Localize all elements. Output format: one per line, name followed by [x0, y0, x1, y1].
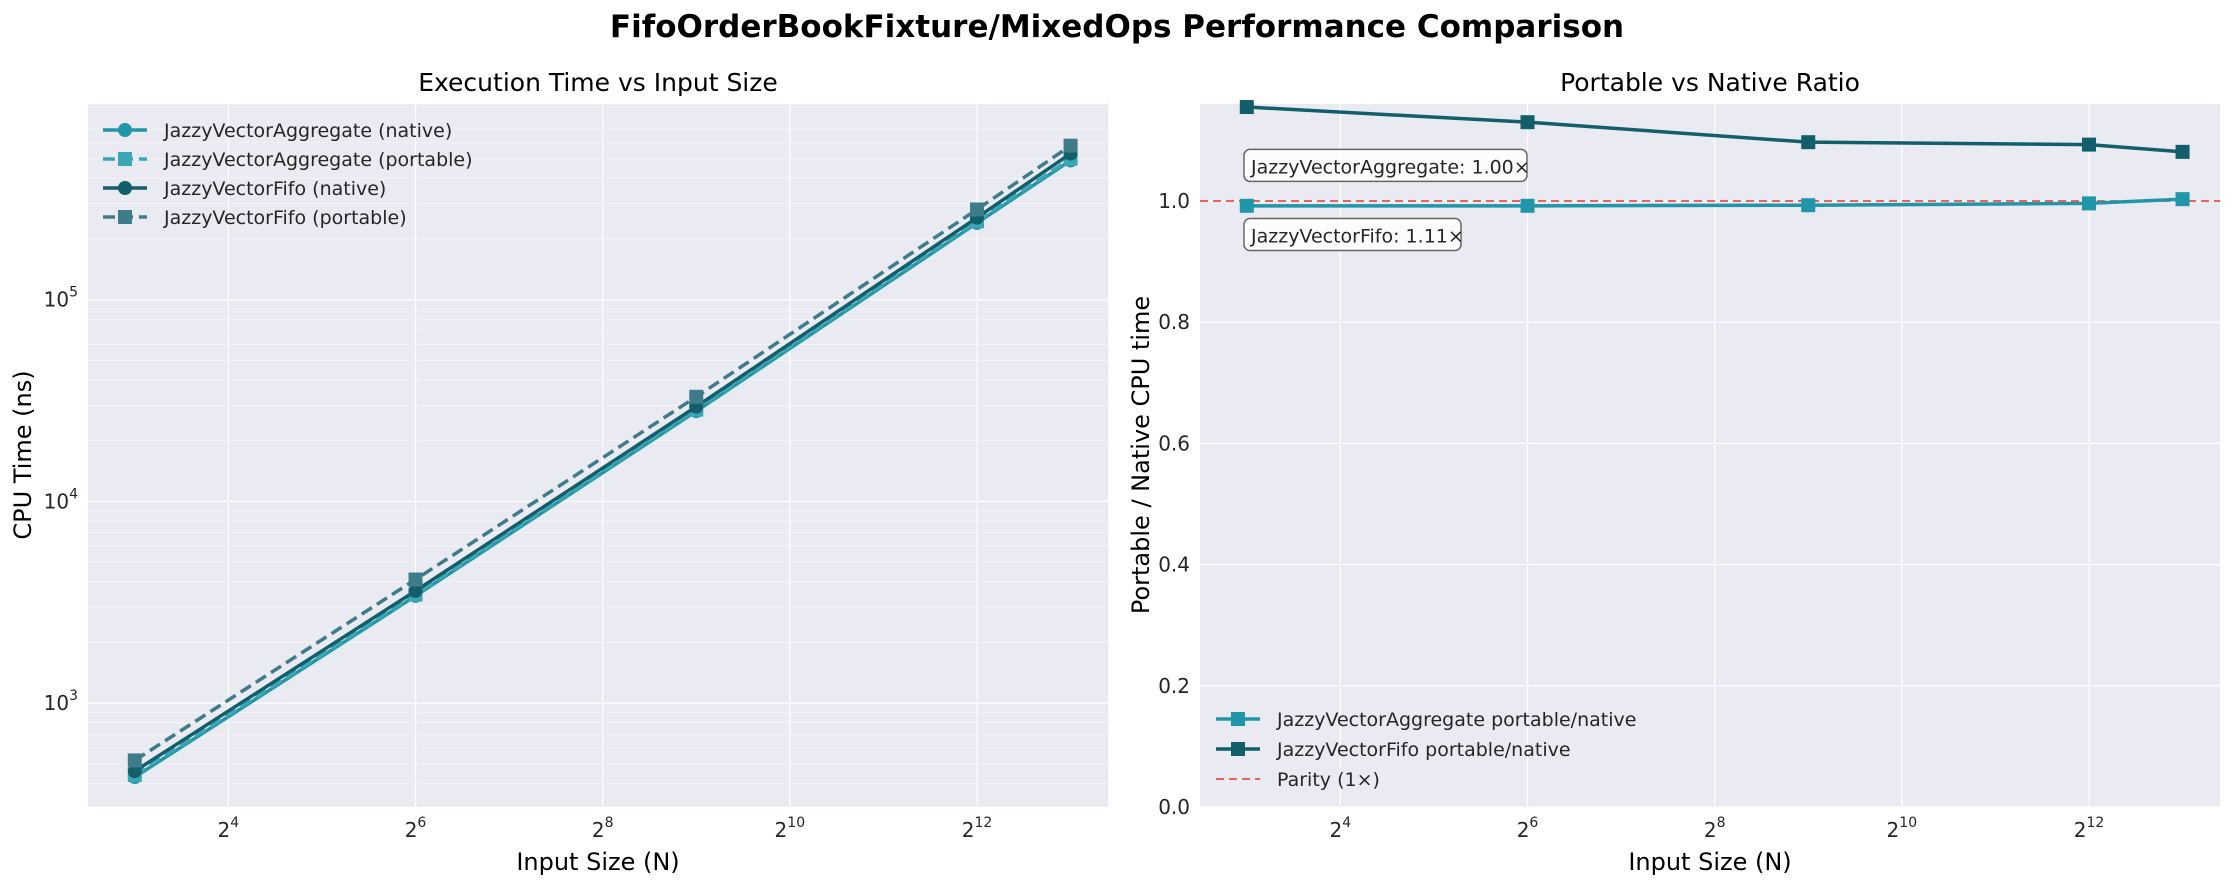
data-point-right-0	[2175, 192, 2190, 207]
data-point-left-2	[408, 583, 423, 598]
y-tick-label: 0.8	[1158, 310, 1190, 334]
data-point-right-0	[1801, 198, 1816, 213]
legend-label: JazzyVectorAggregate (portable)	[163, 149, 473, 171]
legend-marker	[118, 152, 132, 166]
series-right	[1200, 100, 2220, 213]
y-tick-label: 105	[44, 285, 78, 312]
x-tick-label: 28	[1704, 815, 1726, 842]
annotation-box	[1243, 148, 1528, 183]
data-point-left-3	[408, 572, 423, 587]
y-tick-label: 0.2	[1158, 674, 1190, 698]
data-point-right-0	[1239, 198, 1254, 213]
legend-label: JazzyVectorFifo portable/native	[1276, 739, 1571, 761]
plot-area-right	[1200, 104, 2220, 807]
chart-title-right: Portable vs Native Ratio	[1560, 68, 1860, 97]
data-point-right-1	[1520, 115, 1535, 130]
legend-marker	[118, 210, 132, 224]
data-point-left-3	[969, 202, 984, 217]
legend-label: JazzyVectorFifo (native)	[163, 178, 386, 200]
data-point-right-0	[1520, 198, 1535, 213]
data-point-right-1	[1239, 100, 1254, 115]
x-tick-label: 212	[2074, 815, 2105, 842]
x-tick-label: 210	[1887, 815, 1918, 842]
annotation-text: JazzyVectorFifo: 1.11×	[1250, 226, 1464, 248]
data-point-left-3	[1063, 138, 1078, 153]
legend-marker	[1231, 712, 1245, 726]
x-tick-label: 212	[962, 815, 993, 842]
y-tick-label: 0.0	[1158, 795, 1190, 819]
ticks-right: 0.0 0.2 0.4 0.6 0.8 1.0 24 26 28 210 212	[1158, 189, 2104, 842]
legend-label: JazzyVectorAggregate (native)	[163, 120, 452, 142]
data-point-left-2	[127, 764, 142, 779]
y-tick-label: 0.4	[1158, 553, 1190, 577]
legend-label: Parity (1×)	[1277, 769, 1380, 791]
legend-label: JazzyVectorAggregate portable/native	[1276, 709, 1636, 731]
y-tick-label: 104	[44, 486, 78, 513]
x-tick-label: 26	[1517, 815, 1539, 842]
execution-time-chart: 103 104 105 24 26 28 210 212 JazzyVectorAggrega…	[9, 68, 1108, 876]
data-point-right-0	[2081, 196, 2096, 211]
y-axis-label-right: Portable / Native CPU time	[1127, 296, 1155, 614]
y-tick-label: 1.0	[1158, 189, 1190, 213]
x-tick-label: 210	[775, 815, 806, 842]
data-point-right-1	[1801, 135, 1816, 150]
data-point-left-3	[127, 753, 142, 768]
grid-left	[88, 104, 1108, 807]
plot-area-left	[88, 104, 1108, 807]
ticks-left: 103 104 105 24 26 28 210 212	[44, 285, 993, 842]
x-axis-label-left: Input Size (N)	[516, 848, 679, 876]
data-point-right-1	[2175, 144, 2190, 159]
legend-right: JazzyVectorAggregate portable/native Jazz…	[1216, 709, 1636, 791]
data-point-left-3	[689, 389, 704, 404]
y-tick-label: 103	[44, 688, 78, 715]
legend-left: JazzyVectorAggregate (native) JazzyVector…	[103, 120, 473, 229]
x-tick-label: 24	[218, 815, 240, 842]
legend-marker	[118, 181, 132, 195]
legend-marker	[1231, 742, 1245, 756]
legend-marker	[118, 123, 132, 137]
series-left	[127, 138, 1078, 785]
y-tick-label: 0.6	[1158, 431, 1190, 455]
data-point-right-1	[2081, 137, 2096, 152]
annotation-text: JazzyVectorAggregate: 1.00×	[1250, 156, 1530, 178]
ratio-chart: 0.0 0.2 0.4 0.6 0.8 1.0 24 26 28 210 212 JazzyVect…	[1127, 68, 2220, 876]
x-tick-label: 24	[1330, 815, 1352, 842]
chart-title-left: Execution Time vs Input Size	[418, 68, 778, 97]
x-tick-label: 26	[405, 815, 427, 842]
annotations-right: JazzyVectorAggregate: 1.00× JazzyVectorFi…	[1243, 148, 1530, 252]
x-tick-label: 28	[592, 815, 614, 842]
figure-title: FifoOrderBookFixture/MixedOps Performanc…	[610, 9, 1624, 45]
y-axis-label-left: CPU Time (ns)	[9, 370, 37, 539]
annotation-box	[1243, 217, 1462, 252]
x-axis-label-right: Input Size (N)	[1628, 848, 1791, 876]
legend-label: JazzyVectorFifo (portable)	[163, 207, 407, 229]
